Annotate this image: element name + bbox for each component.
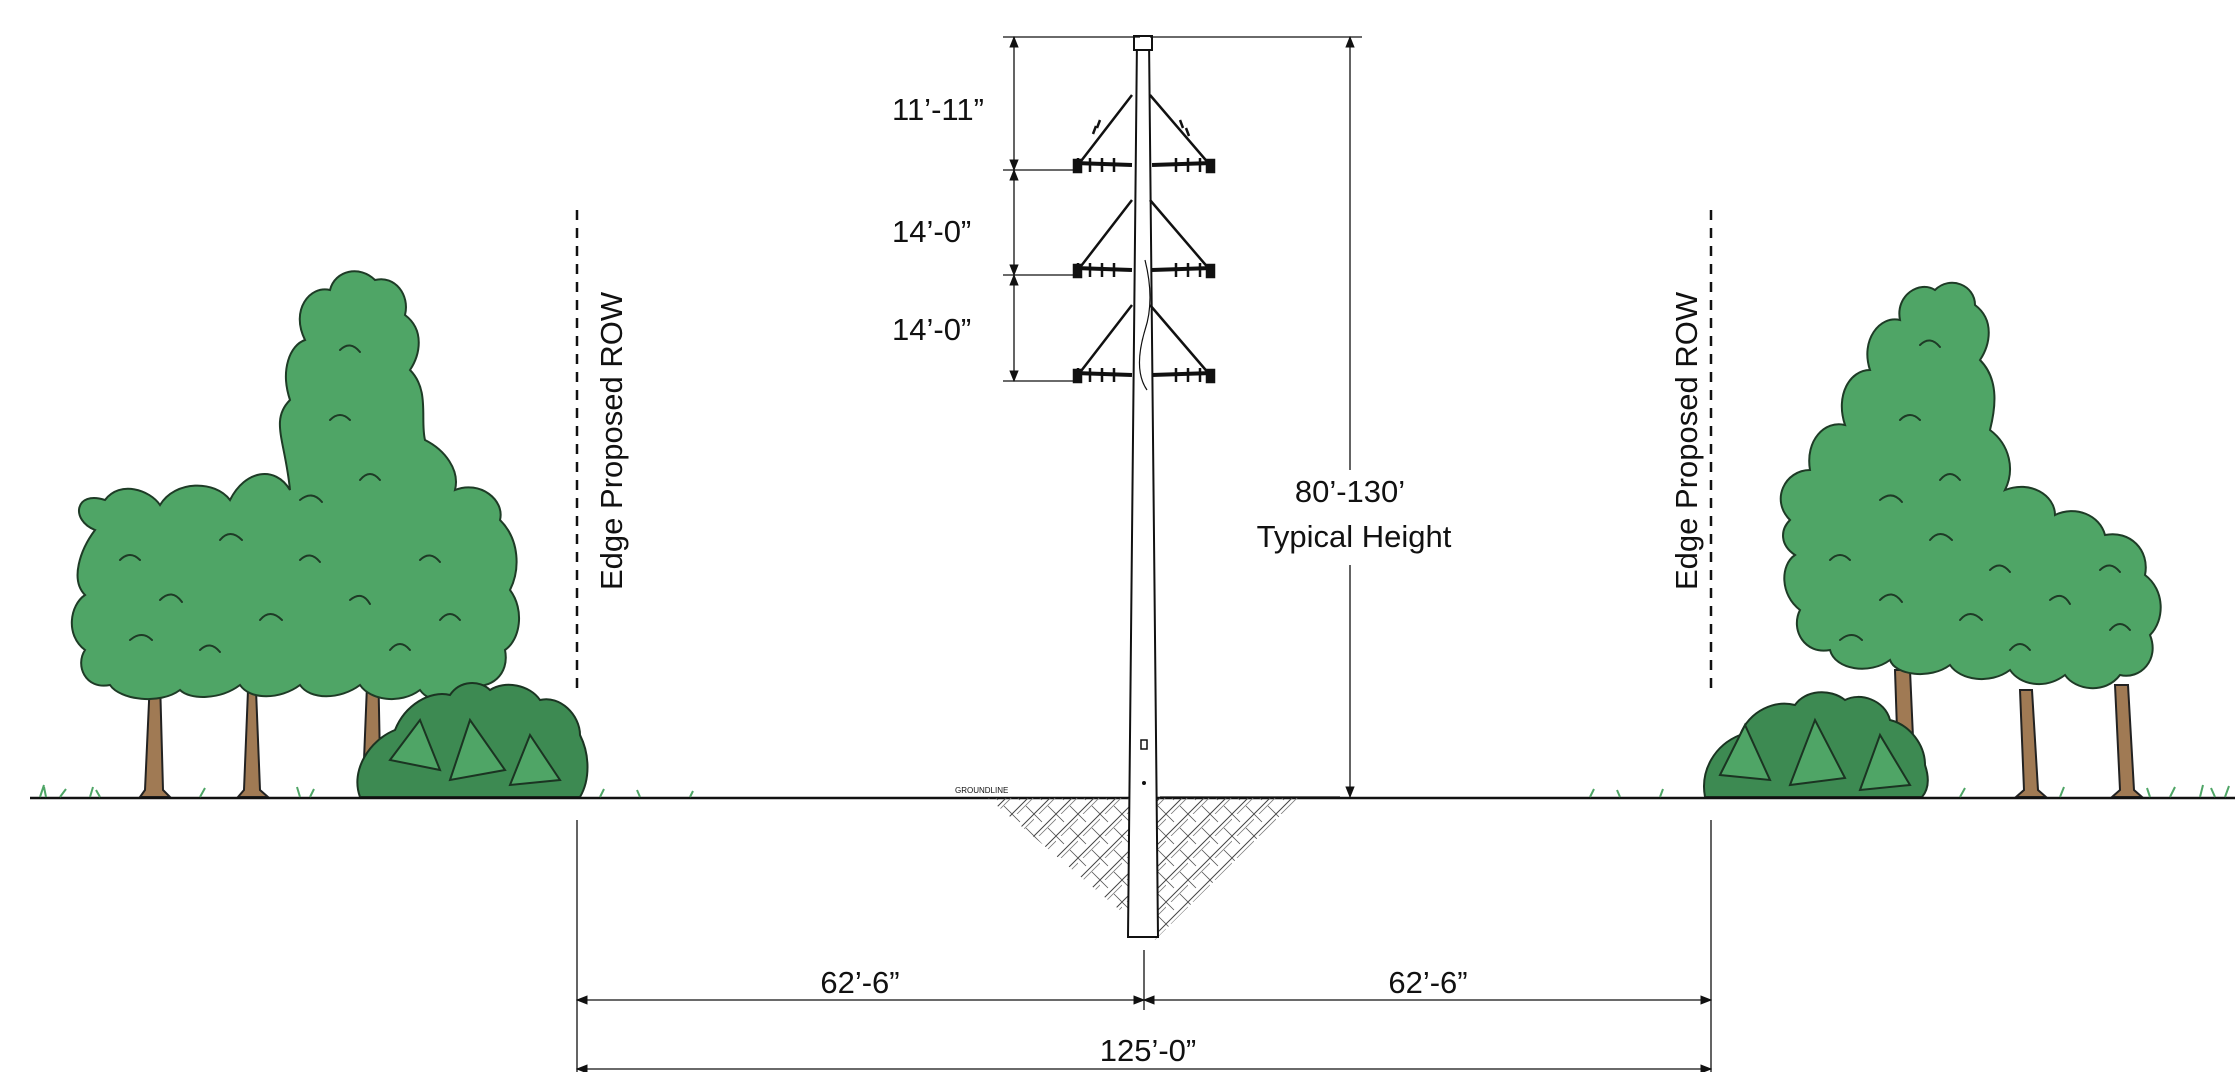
right-tree-trunks <box>1895 670 2142 797</box>
height-dimension <box>1150 37 1362 797</box>
conductor-spacing-dimensions <box>1003 37 1140 381</box>
left-shrubs <box>357 683 587 797</box>
left-trees <box>72 271 588 797</box>
right-row-edge-label: Edge Proposed ROW <box>1669 291 1704 590</box>
row-edge-right: Edge Proposed ROW <box>1669 210 1711 690</box>
pole-bolt <box>1142 781 1146 785</box>
height-caption-label: Typical Height <box>1257 519 1452 554</box>
right-shrubs <box>1704 692 1928 797</box>
pole-tag <box>1141 740 1147 749</box>
left-row-edge-label: Edge Proposed ROW <box>594 291 629 590</box>
groundline-label: GROUNDLINE <box>955 786 1008 795</box>
spacing-top-label: 11’-11” <box>892 92 984 127</box>
left-half-width-label: 62’-6” <box>820 965 899 1000</box>
total-width-label: 125’-0” <box>1100 1033 1197 1068</box>
row-edge-left: Edge Proposed ROW <box>577 210 629 690</box>
spacing-middle-label: 14’-0” <box>892 214 971 249</box>
pole-cap <box>1134 36 1152 50</box>
right-trees <box>1704 283 2161 797</box>
pole-shaft <box>1128 38 1158 937</box>
height-value-label: 80’-130’ <box>1295 474 1405 509</box>
spacing-bottom-label: 14’-0” <box>892 312 971 347</box>
right-half-width-label: 62’-6” <box>1388 965 1467 1000</box>
right-tree-foliage <box>1781 283 2161 688</box>
